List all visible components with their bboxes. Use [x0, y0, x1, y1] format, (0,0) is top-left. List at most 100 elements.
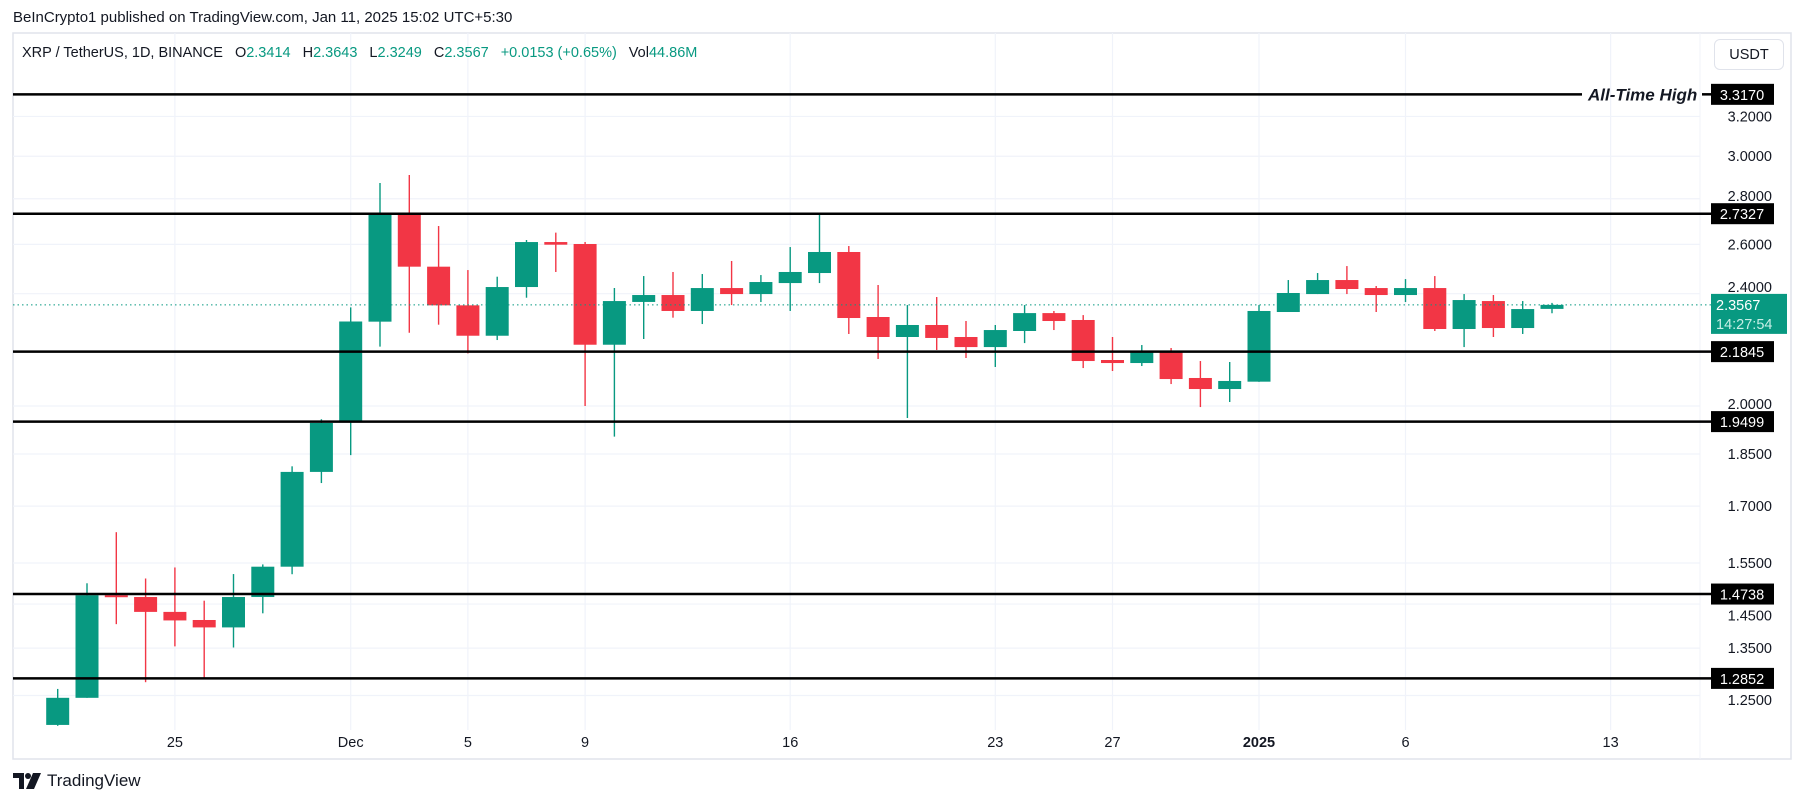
candle-body	[1218, 380, 1242, 390]
candle	[1511, 301, 1535, 334]
time-tick-label: 9	[581, 735, 589, 751]
change-value: +0.0153 (+0.65%)	[500, 45, 617, 61]
candle-body	[778, 271, 802, 284]
candle	[602, 288, 626, 437]
candle	[515, 239, 538, 298]
low-label: L	[369, 45, 378, 61]
price-tick-label: 3.2000	[1728, 109, 1772, 125]
candle	[1452, 294, 1476, 348]
candle-body	[368, 214, 392, 322]
level-line-group: 1.9499	[13, 411, 1774, 433]
level-line-group: 1.2852	[13, 667, 1774, 689]
candle	[46, 688, 70, 726]
price-tick-label: 1.7000	[1728, 499, 1772, 515]
close-value: 2.3567	[444, 45, 489, 61]
volume-value: 44.86M	[648, 45, 698, 61]
high-value: 2.3643	[313, 45, 358, 61]
candle-body	[75, 595, 99, 698]
candle	[192, 600, 216, 678]
candle	[397, 175, 421, 333]
candle	[1364, 286, 1388, 313]
price-tick-label: 2.6000	[1728, 237, 1772, 253]
candle	[222, 574, 245, 648]
candle	[925, 297, 949, 350]
level-annotation: All-Time High	[1587, 85, 1697, 104]
open-value: 2.3414	[246, 45, 291, 61]
candle-body	[808, 251, 831, 274]
time-axis[interactable]: 25 Dec 5 9 16 23 27 2025 6 13	[167, 735, 1619, 751]
candle	[280, 466, 304, 575]
level-price-box	[1711, 341, 1774, 363]
candle-body	[1130, 352, 1154, 364]
candle-body	[1247, 310, 1271, 382]
candle-body	[339, 321, 363, 422]
level-price-label: 1.2852	[1720, 672, 1764, 688]
candle-body	[192, 619, 216, 628]
current-price-label: 2.3567 14:27:54	[1711, 293, 1787, 334]
time-tick-label: 6	[1401, 735, 1409, 751]
attribution: BeInCrypto1 published on TradingView.com…	[13, 9, 513, 26]
currency-button[interactable]: USDT	[1714, 39, 1784, 70]
level-price-box	[1711, 667, 1774, 689]
candle	[104, 532, 128, 625]
candle	[1423, 276, 1447, 331]
candle-body	[1276, 293, 1300, 313]
volume-label: Vol	[628, 45, 649, 61]
price-tick-label: 3.0000	[1728, 149, 1772, 165]
candle-body	[104, 595, 128, 598]
price-axis[interactable]: 3.2000 3.0000 2.8000 2.6000 2.4000 2.0000 1.85…	[1728, 109, 1772, 708]
candle	[134, 578, 158, 683]
candle-body	[46, 697, 70, 725]
candle	[1394, 279, 1417, 303]
chart-frame	[12, 32, 1792, 760]
candle	[1247, 305, 1271, 382]
low-value: 2.3249	[377, 45, 422, 61]
candle-body	[485, 287, 509, 336]
level-price-label: 2.1845	[1720, 345, 1764, 361]
open-label: O	[234, 45, 247, 61]
grid	[13, 33, 1700, 730]
candle-body	[309, 422, 333, 472]
candle-body	[163, 611, 187, 621]
candle	[661, 271, 685, 318]
candle-body	[1013, 313, 1037, 331]
candle-body	[397, 214, 421, 267]
tradingview-brand: TradingView	[47, 771, 141, 790]
candle	[866, 285, 890, 359]
candle	[309, 419, 333, 484]
candle	[837, 246, 861, 334]
candle-body	[661, 295, 685, 311]
level-price-box	[1711, 583, 1774, 605]
candle	[1335, 266, 1359, 295]
candle	[1218, 362, 1242, 402]
price-tick-label: 2.8000	[1728, 189, 1772, 205]
candle	[749, 275, 773, 303]
symbol-title[interactable]: XRP / TetherUS, 1D, BINANCE	[22, 45, 223, 61]
time-tick-label: 25	[167, 735, 183, 751]
candle	[1276, 280, 1300, 313]
candle	[427, 226, 451, 325]
close-label: C	[433, 45, 445, 61]
candle-body	[954, 336, 978, 348]
level-price-label: 1.4738	[1720, 588, 1764, 604]
candle-body	[1481, 301, 1505, 329]
candle-body	[1306, 280, 1330, 295]
candle-body	[632, 295, 656, 302]
candle-body	[749, 282, 773, 295]
footer-branding[interactable]: TradingView	[13, 771, 141, 791]
candle	[1042, 310, 1066, 331]
price-tick-label: 1.3500	[1728, 641, 1772, 657]
time-tick-label: 27	[1104, 735, 1120, 751]
time-tick-label: 16	[782, 735, 798, 751]
candle-body	[280, 471, 304, 567]
candle	[720, 260, 744, 306]
time-tick-label: 23	[987, 735, 1003, 751]
candle-body	[544, 242, 568, 245]
level-price-box	[1711, 411, 1774, 433]
candle-body	[427, 266, 451, 306]
candle	[1481, 295, 1505, 337]
candle-body	[983, 330, 1007, 348]
candle	[573, 242, 597, 406]
candle-body	[222, 597, 245, 628]
